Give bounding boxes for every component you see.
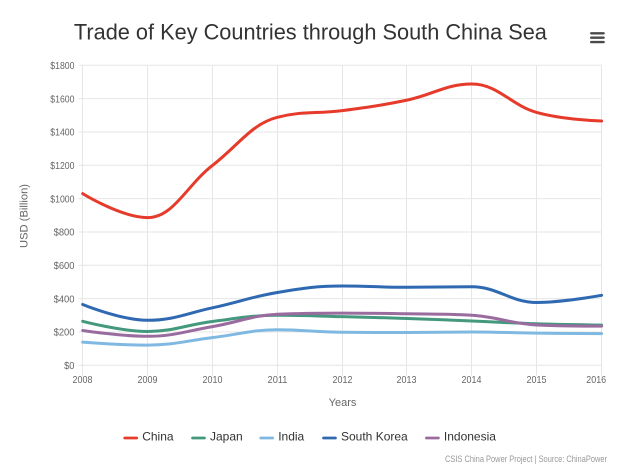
- svg-text:CSIS China Power Project | Sou: CSIS China Power Project | Source: China…: [445, 454, 607, 464]
- svg-text:2009: 2009: [138, 375, 158, 386]
- svg-text:Japan: Japan: [210, 430, 243, 444]
- svg-text:USD (Billion): USD (Billion): [19, 184, 31, 248]
- svg-text:$0: $0: [64, 361, 75, 372]
- svg-text:South Korea: South Korea: [341, 430, 408, 444]
- svg-text:2010: 2010: [203, 375, 223, 386]
- svg-text:2016: 2016: [586, 375, 606, 386]
- svg-text:2015: 2015: [527, 375, 547, 386]
- svg-text:$600: $600: [54, 261, 75, 272]
- svg-text:India: India: [278, 430, 304, 444]
- svg-text:$1200: $1200: [50, 161, 74, 172]
- svg-text:2013: 2013: [397, 375, 417, 386]
- svg-text:Years: Years: [329, 397, 357, 409]
- svg-text:2012: 2012: [333, 375, 353, 386]
- svg-text:$1000: $1000: [50, 194, 74, 205]
- svg-text:China: China: [142, 430, 174, 444]
- svg-text:2014: 2014: [462, 375, 482, 386]
- svg-text:Indonesia: Indonesia: [444, 430, 496, 444]
- svg-text:$400: $400: [54, 294, 75, 305]
- svg-text:2011: 2011: [268, 375, 288, 386]
- svg-text:$1400: $1400: [50, 128, 74, 139]
- svg-text:2008: 2008: [73, 375, 93, 386]
- svg-text:$1600: $1600: [50, 94, 74, 105]
- svg-text:$1800: $1800: [50, 61, 74, 72]
- svg-text:$800: $800: [54, 228, 75, 239]
- svg-text:$200: $200: [54, 328, 75, 339]
- svg-text:Trade of Key Countries through: Trade of Key Countries through South Chi…: [74, 19, 548, 44]
